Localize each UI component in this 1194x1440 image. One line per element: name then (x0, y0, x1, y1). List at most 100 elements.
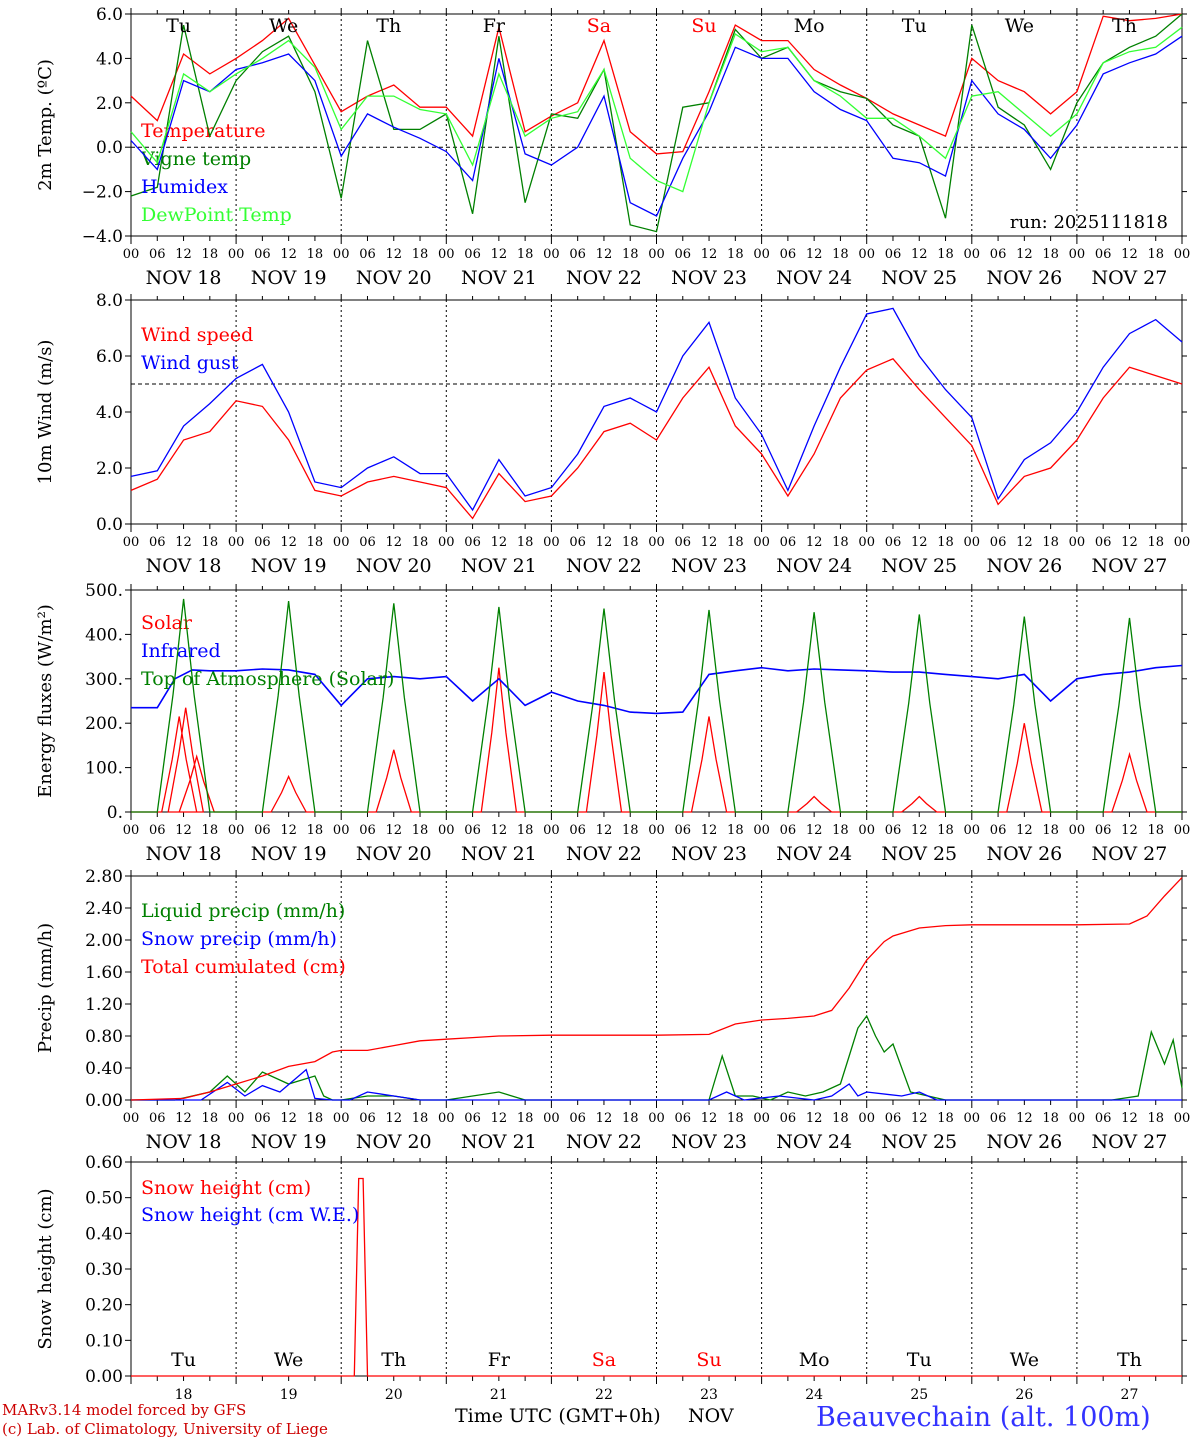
y-tick-label: 1.60 (85, 963, 123, 983)
hour-tick-label: 12 (175, 1111, 192, 1126)
y-tick-label: 2.0 (96, 459, 123, 479)
hour-tick-label: 12 (911, 247, 928, 262)
hour-tick-label: 00 (333, 1111, 350, 1126)
date-label: NOV 23 (671, 555, 747, 577)
date-label: NOV 18 (146, 843, 222, 865)
hour-tick-label: 18 (412, 823, 429, 838)
legend-entry: Infrared (141, 640, 221, 662)
hour-tick-label: 12 (175, 247, 192, 262)
date-label: NOV 25 (881, 267, 957, 289)
series-line-temperature (130, 13, 1183, 155)
date-label: NOV 26 (986, 267, 1062, 289)
hour-tick-label: 00 (438, 247, 455, 262)
hour-tick-label: 00 (648, 1111, 665, 1126)
panel-temperature: −4.0 −2.0 0.0 2.0 4.0 6.0 2m Temp. (ºC) Tempera… (35, 5, 1190, 289)
date-label: NOV 22 (566, 267, 642, 289)
legend-entry: Vigne temp (140, 148, 251, 170)
hour-tick-label: 18 (832, 823, 849, 838)
hour-tick-label: 00 (228, 535, 245, 550)
date-label: NOV 25 (881, 555, 957, 577)
hour-tick-label: 18 (517, 823, 534, 838)
date-label: NOV 26 (986, 1131, 1062, 1153)
hour-tick-label: 06 (359, 247, 376, 262)
hour-tick-label: 06 (254, 247, 271, 262)
hour-tick-label: 18 (622, 1111, 639, 1126)
hour-tick-label: 00 (648, 823, 665, 838)
day-number-label: 18 (175, 1387, 193, 1403)
hour-tick-label: 18 (1147, 1111, 1164, 1126)
y-tick-label: 0.40 (85, 1059, 123, 1079)
hour-tick-label: 18 (727, 823, 744, 838)
panel-snow: 0.00 0.10 0.20 0.30 0.40 0.50 0.60 Snow height … (35, 1153, 1187, 1403)
hour-tick-label: 00 (964, 823, 981, 838)
hour-tick-label: 12 (385, 247, 402, 262)
day-name-label: Tu (166, 15, 191, 37)
hour-tick-label: 06 (990, 823, 1007, 838)
date-label: NOV 24 (776, 1131, 852, 1153)
day-name-label: Sa (587, 15, 611, 37)
hour-tick-label: 00 (228, 1111, 245, 1126)
hour-tick-label: 18 (517, 247, 534, 262)
date-label: NOV 22 (566, 843, 642, 865)
day-name-label: Th (1117, 1349, 1142, 1371)
hour-tick-label: 18 (622, 535, 639, 550)
hour-tick-label: 00 (228, 247, 245, 262)
y-tick-label: 0.0 (96, 138, 123, 158)
date-label: NOV 18 (146, 267, 222, 289)
hour-tick-label: 06 (1095, 535, 1112, 550)
hour-tick-label: 00 (543, 823, 560, 838)
legend-entry: Liquid precip (mm/h) (141, 900, 345, 922)
hour-tick-label: 00 (753, 1111, 770, 1126)
hour-tick-label: 12 (806, 535, 823, 550)
hour-tick-label: 12 (1121, 1111, 1138, 1126)
hour-tick-label: 00 (438, 535, 455, 550)
hour-tick-label: 06 (675, 535, 692, 550)
hour-tick-label: 06 (885, 823, 902, 838)
hour-tick-label: 06 (569, 1111, 586, 1126)
y-tick-label: 0.30 (85, 1260, 123, 1280)
y-tick-label: 0.0 (96, 515, 123, 535)
hour-tick-label: 12 (1121, 247, 1138, 262)
hour-tick-label: 06 (675, 823, 692, 838)
hour-tick-label: 00 (858, 247, 875, 262)
day-number-label: 19 (280, 1387, 298, 1403)
hour-tick-label: 18 (1147, 535, 1164, 550)
day-name-label: Th (1112, 15, 1137, 37)
series-line-dewpoint-temp (130, 26, 1183, 193)
date-label: NOV 21 (461, 843, 537, 865)
hour-tick-label: 06 (254, 535, 271, 550)
hour-tick-label: 18 (937, 823, 954, 838)
y-tick-label: 0.80 (85, 1027, 123, 1047)
hour-tick-label: 18 (622, 823, 639, 838)
date-label: NOV 25 (881, 1131, 957, 1153)
legend-entry: Top of Atmosphere (Solar) (141, 668, 394, 690)
date-label: NOV 21 (461, 555, 537, 577)
date-label: NOV 27 (1092, 1131, 1168, 1153)
hour-tick-label: 00 (1174, 823, 1191, 838)
day-name-label: Tu (907, 1349, 932, 1371)
legend-entry: DewPoint Temp (141, 204, 292, 226)
date-label: NOV 26 (986, 555, 1062, 577)
date-label: NOV 20 (356, 1131, 432, 1153)
hour-tick-label: 12 (1016, 1111, 1033, 1126)
series-line-snow-height-cm (131, 1177, 1182, 1377)
day-number-label: 26 (1015, 1387, 1033, 1403)
hour-tick-label: 06 (464, 823, 481, 838)
hour-tick-label: 00 (648, 535, 665, 550)
hour-tick-label: 00 (123, 823, 140, 838)
hour-tick-label: 12 (491, 1111, 508, 1126)
y-axis-label: Snow height (cm) (35, 1188, 56, 1349)
hour-tick-label: 18 (937, 1111, 954, 1126)
hour-tick-label: 12 (1016, 247, 1033, 262)
y-axis-label: Energy fluxes (W/m²) (35, 604, 56, 798)
hour-tick-label: 18 (307, 1111, 324, 1126)
hour-tick-label: 18 (412, 247, 429, 262)
hour-tick-label: 12 (385, 823, 402, 838)
hour-tick-label: 00 (1174, 1111, 1191, 1126)
hour-tick-label: 12 (1121, 823, 1138, 838)
series-line-snow-precip-mm-h (131, 1068, 1182, 1101)
date-label: NOV 24 (776, 555, 852, 577)
hour-tick-label: 06 (149, 247, 166, 262)
hour-tick-label: 12 (175, 535, 192, 550)
